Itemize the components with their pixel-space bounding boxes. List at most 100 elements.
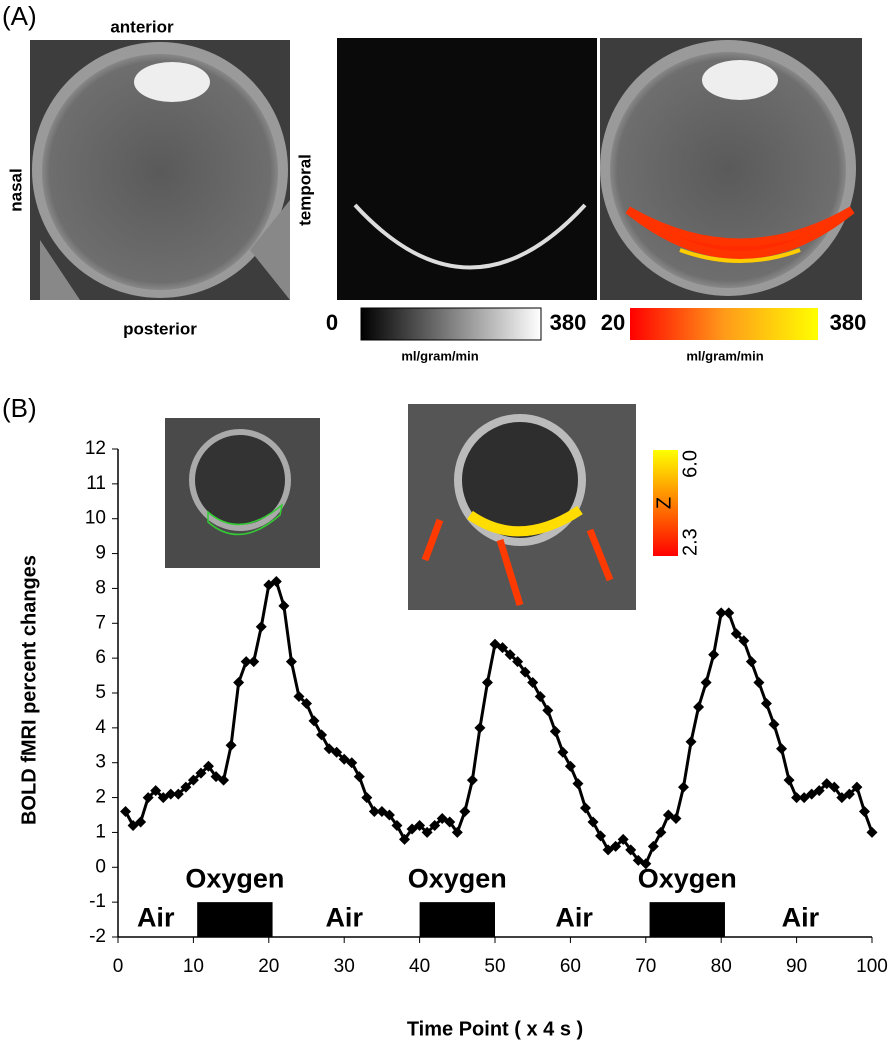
x-tick-label: 50 [484, 956, 505, 977]
mri-anatomy [30, 40, 290, 300]
orientation-label: posterior [123, 319, 197, 338]
block-label: Oxygen [185, 863, 284, 893]
x-tick-label: 90 [786, 956, 807, 977]
y-tick-label: -2 [89, 926, 106, 947]
marker [368, 806, 380, 818]
marker [285, 656, 297, 668]
annotation: Air [555, 903, 593, 933]
marker [308, 715, 320, 727]
marker [497, 642, 509, 654]
oxygen-block [649, 902, 725, 937]
inset-roi [165, 418, 320, 568]
marker [768, 718, 780, 730]
marker [527, 677, 539, 689]
marker [481, 677, 493, 689]
marker [278, 600, 290, 612]
marker [301, 697, 312, 709]
marker [293, 690, 305, 702]
marker [572, 778, 584, 790]
marker [534, 690, 546, 702]
marker [474, 722, 486, 734]
marker [670, 812, 682, 824]
oxygen-block [419, 902, 495, 937]
annotation: Air [782, 903, 820, 933]
x-tick-label: 70 [635, 956, 656, 977]
marker [233, 677, 245, 689]
marker [361, 792, 373, 804]
marker [376, 806, 388, 818]
marker [421, 826, 433, 838]
y-tick-label: -1 [89, 891, 106, 912]
marker [331, 746, 343, 758]
marker [519, 666, 531, 678]
x-tick-label: 30 [334, 956, 355, 977]
y-tick-label: 2 [95, 787, 106, 808]
marker [723, 607, 735, 619]
marker [602, 844, 614, 856]
annotation: Air [325, 903, 363, 933]
marker [187, 774, 199, 786]
line [124, 579, 874, 866]
marker [512, 656, 524, 668]
marker [738, 635, 750, 647]
colorbar-tick: 20 [601, 310, 625, 335]
marker [263, 579, 275, 591]
x-tick-label: 10 [183, 956, 204, 977]
colorbar-unit: ml/gram/min [401, 348, 478, 363]
marker [459, 806, 471, 818]
marker [489, 638, 501, 650]
marker [218, 774, 230, 786]
colorbar-tick: 380 [550, 310, 587, 335]
marker [248, 656, 260, 668]
marker [549, 725, 561, 737]
marker [180, 781, 192, 793]
marker [346, 757, 358, 769]
marker [858, 806, 870, 818]
marker [662, 809, 674, 821]
marker [270, 575, 282, 587]
y-axis-title: BOLD fMRI percent changes [18, 555, 40, 825]
marker [150, 785, 162, 797]
marker [157, 792, 169, 804]
y-tick-label: 4 [95, 717, 106, 738]
x-axis-title: Time Point ( x 4 s ) [407, 1018, 583, 1040]
marker [240, 656, 252, 668]
marker [504, 649, 516, 661]
colorbar-unit: ml/gram/min [686, 348, 763, 363]
marker [610, 840, 622, 852]
marker [142, 792, 154, 804]
x-tick-label: 80 [711, 956, 732, 977]
marker [617, 833, 629, 845]
block-label: Oxygen [638, 863, 737, 893]
marker [776, 743, 788, 755]
y-tick-label: 11 [86, 473, 106, 494]
y-tick-label: 10 [85, 508, 106, 529]
marker [195, 767, 207, 779]
colorbar-label: Z [653, 497, 675, 509]
marker [210, 771, 222, 783]
oxygen-block [197, 902, 273, 937]
marker [135, 816, 147, 828]
marker [595, 830, 607, 842]
marker [632, 854, 644, 866]
marker [678, 781, 689, 793]
orientation-label: anterior [110, 17, 174, 36]
marker [836, 792, 848, 804]
marker [587, 816, 599, 828]
marker [316, 729, 328, 741]
x-tick-label: 20 [258, 956, 279, 977]
x-tick-label: 60 [560, 956, 581, 977]
inset-zmap [408, 404, 636, 610]
y-tick-label: 5 [95, 682, 106, 703]
marker [866, 826, 878, 838]
marker [730, 628, 742, 640]
y-tick-label: 1 [95, 821, 106, 842]
marker [783, 774, 795, 786]
y-tick-label: 7 [95, 612, 106, 633]
marker [323, 743, 335, 755]
y-tick-label: 8 [95, 577, 106, 598]
marker [828, 781, 840, 793]
marker [564, 760, 576, 772]
mri-blood-flow [337, 38, 597, 300]
